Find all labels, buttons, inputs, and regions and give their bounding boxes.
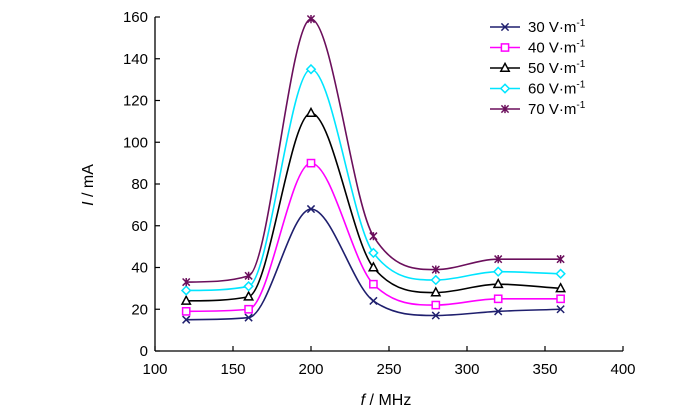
legend-label: 30 V·m-1 xyxy=(528,18,586,36)
data-point xyxy=(369,296,378,306)
y-tick-label: 100 xyxy=(123,134,148,151)
legend-marker xyxy=(499,83,511,94)
data-point xyxy=(244,271,253,280)
data-point xyxy=(430,286,442,297)
y-tick-label: 140 xyxy=(123,51,148,68)
data-point xyxy=(243,290,255,301)
legend-marker xyxy=(500,22,510,32)
data-point xyxy=(369,232,378,241)
data-point xyxy=(182,277,191,287)
legend-marker xyxy=(500,43,510,52)
x-tick-label: 250 xyxy=(376,361,401,378)
legend-item: 70 V·m-1 xyxy=(490,100,586,118)
legend-item: 50 V·m-1 xyxy=(490,59,586,77)
data-point xyxy=(306,158,316,168)
x-tick-label: 100 xyxy=(142,361,167,378)
legend: 30 V·m-1 40 V·m-1 50 V·m-1 60 V·m-1 70 V·m-1 xyxy=(490,18,586,118)
y-tick-label: 80 xyxy=(131,176,148,193)
y-tick-label: 0 xyxy=(140,343,148,360)
legend-marker xyxy=(500,104,510,114)
data-point xyxy=(431,300,441,310)
y-tick-label: 60 xyxy=(131,218,148,235)
x-tick-label: 200 xyxy=(298,361,323,378)
legend-label: 60 V·m-1 xyxy=(528,80,586,98)
data-point xyxy=(556,294,565,304)
y-tick-label: 20 xyxy=(131,301,148,318)
legend-label: 70 V·m-1 xyxy=(528,100,586,118)
x-axis-label: f / MHz xyxy=(361,392,412,409)
y-tick-label: 40 xyxy=(131,260,148,277)
legend-item: 40 V·m-1 xyxy=(490,39,586,57)
y-tick-label: 120 xyxy=(123,93,148,110)
data-point xyxy=(368,247,379,259)
legend-label: 50 V·m-1 xyxy=(528,59,586,77)
legend-marker xyxy=(499,61,511,72)
series-line xyxy=(186,112,561,302)
data-point xyxy=(369,279,378,289)
x-tick-label: 150 xyxy=(220,361,245,378)
data-point xyxy=(243,281,254,292)
legend-label: 40 V·m-1 xyxy=(528,39,586,57)
markers-layer xyxy=(180,14,567,324)
data-point xyxy=(367,261,379,272)
data-point xyxy=(556,305,565,314)
data-point xyxy=(305,106,317,117)
data-point xyxy=(431,311,440,320)
data-point xyxy=(494,255,503,264)
data-point xyxy=(305,63,317,75)
x-tick-label: 400 xyxy=(610,361,635,378)
series-line xyxy=(186,68,561,292)
data-point xyxy=(494,307,503,316)
data-point xyxy=(492,266,504,277)
data-point xyxy=(180,285,192,296)
data-point xyxy=(555,268,566,280)
data-point xyxy=(431,265,440,274)
data-point xyxy=(180,294,192,305)
data-point xyxy=(430,274,442,286)
y-tick-label: 160 xyxy=(123,9,148,26)
data-point xyxy=(492,278,504,289)
data-point xyxy=(244,313,253,322)
y-axis-label: I / mA xyxy=(80,164,97,206)
ticks: 0 20 40 60 80 100 120 140 160 100 150 200 250 300 350 4… xyxy=(123,9,636,378)
x-tick-label: 350 xyxy=(532,361,557,378)
legend-item: 60 V·m-1 xyxy=(490,80,586,98)
data-point xyxy=(181,306,191,316)
x-tick-label: 300 xyxy=(454,361,479,378)
data-point xyxy=(493,294,503,304)
data-point xyxy=(306,204,316,214)
legend-item: 30 V·m-1 xyxy=(490,18,586,36)
data-point xyxy=(556,255,565,264)
plot-area xyxy=(186,18,561,321)
data-point xyxy=(244,304,253,314)
data-point xyxy=(182,315,191,324)
series-line xyxy=(186,162,561,313)
data-point xyxy=(555,282,567,293)
series-line xyxy=(186,18,561,283)
data-point xyxy=(306,14,316,24)
series-line xyxy=(186,208,561,321)
